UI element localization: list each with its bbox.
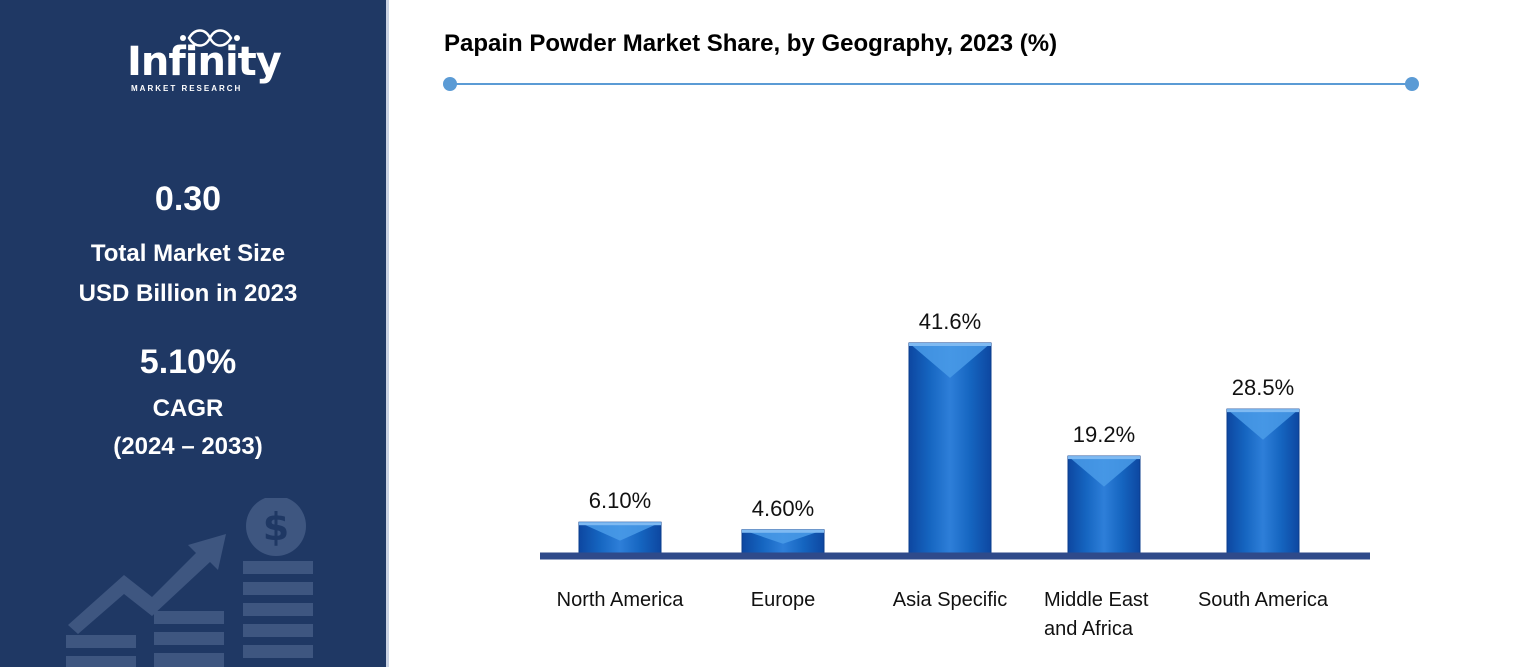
data-label: 19.2% [1073,422,1135,447]
category-label: North America [557,589,685,611]
data-label: 41.6% [919,309,981,334]
category-label: South America [1198,589,1329,611]
market-size-unit: USD Billion in 2023 [78,280,298,307]
growth-illustration: $ [66,498,313,667]
brand-name: Infinity [127,39,282,85]
sidebar: Infinity MARKET RESEARCH 0.30 Total Mark… [0,0,389,667]
title-divider [443,77,1419,91]
market-size-label: Total Market Size [90,240,286,267]
cagr-period: (2024 – 2033) [113,433,263,460]
brand-tagline: MARKET RESEARCH [131,84,243,93]
bar-5 [1226,408,1300,554]
cagr-value: 5.10% [139,343,237,381]
svg-text:$: $ [263,505,289,549]
data-label: 4.60% [752,496,814,521]
bar-4 [1067,455,1141,554]
market-size-value: 0.30 [154,180,222,218]
data-label: 6.10% [589,488,651,513]
bar-stack-icon [66,561,313,667]
brand-logo: Infinity MARKET RESEARCH [105,26,285,96]
cagr-label: CAGR [152,395,224,422]
bar-chart: 6.10% North America 4.60% Europe 41.6% Asia S… [540,309,1370,640]
category-label: Middle East and Africa [1044,589,1149,640]
logo-infinity-icon [180,29,240,47]
data-label: 28.5% [1232,375,1294,400]
growth-arrow-icon [68,534,226,634]
category-label: Asia Specific [893,589,1008,611]
dollar-coin-icon: $ [246,498,306,556]
category-label: Europe [751,589,816,611]
bar-1 [578,521,662,554]
bar-2 [741,529,825,554]
chart-title: Papain Powder Market Share, by Geography… [444,30,1058,57]
bar-3 [908,342,992,554]
